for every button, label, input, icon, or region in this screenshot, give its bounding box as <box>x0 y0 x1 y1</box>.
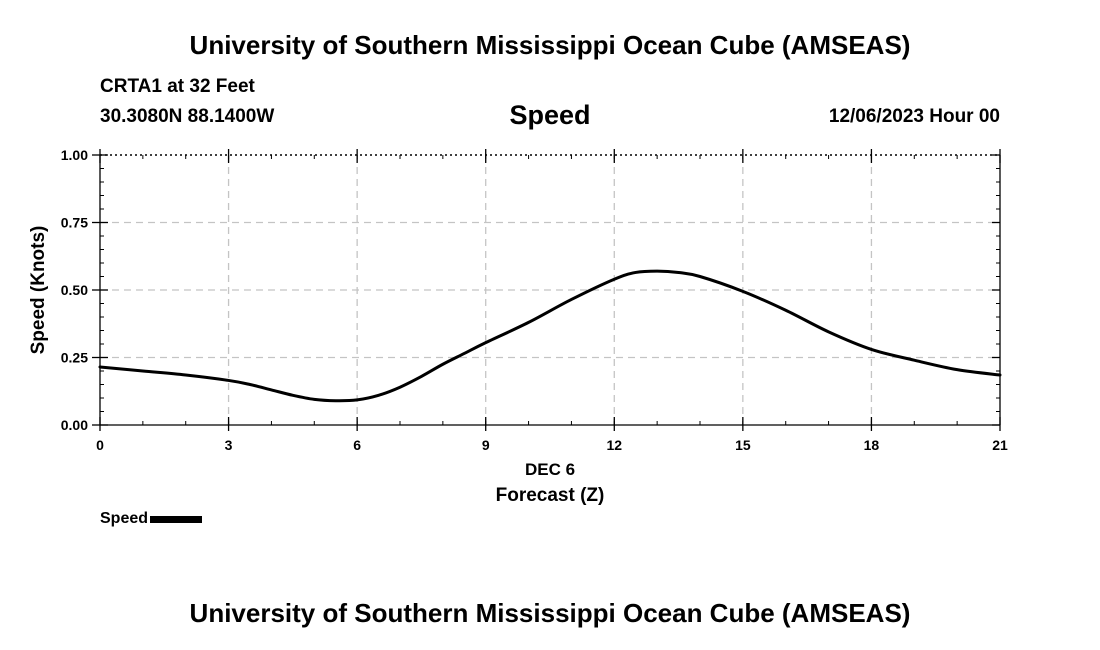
x-tick-label: 6 <box>353 437 361 453</box>
chart-title: Speed <box>509 100 591 130</box>
x-tick-label: 9 <box>482 437 490 453</box>
series-layer <box>98 269 1002 403</box>
legend-label: Speed <box>100 510 149 527</box>
y-tick-label: 0.50 <box>61 282 88 298</box>
y-tick-label: 1.00 <box>61 147 88 163</box>
x-tick-label: 3 <box>225 437 233 453</box>
speed-series-line <box>98 269 1002 403</box>
footer-title: University of Southern Mississippi Ocean… <box>189 598 911 628</box>
legend: Speed <box>100 510 203 528</box>
y-tick-label: 0.75 <box>61 215 88 231</box>
legend-line-swatch <box>150 515 203 523</box>
x-tick-label: 18 <box>864 437 880 453</box>
y-tick-label: 0.00 <box>61 417 88 433</box>
forecast-timestamp: 12/06/2023 Hour 00 <box>828 106 1000 127</box>
station-label: CRTA1 at 32 Feet <box>100 76 255 97</box>
page-title: University of Southern Mississippi Ocean… <box>189 30 911 60</box>
x-date-label: DEC 6 <box>525 460 575 479</box>
coordinates-label: 30.3080N 88.1400W <box>100 106 275 127</box>
grid-layer <box>100 154 1000 425</box>
x-tick-label: 21 <box>992 437 1008 453</box>
label-layer: 0.00 0.25 0.50 0.75 1.00 0 3 6 9 12 15 18 21 DEC 6 For… <box>28 147 1008 506</box>
axis-layer <box>92 149 1001 431</box>
x-axis-label: Forecast (Z) <box>496 485 605 506</box>
y-axis-label: Speed (Knots) <box>28 226 49 355</box>
x-tick-label: 12 <box>606 437 622 453</box>
x-tick-label: 0 <box>96 437 104 453</box>
x-tick-label: 15 <box>735 437 751 453</box>
y-tick-label: 0.25 <box>61 350 88 366</box>
